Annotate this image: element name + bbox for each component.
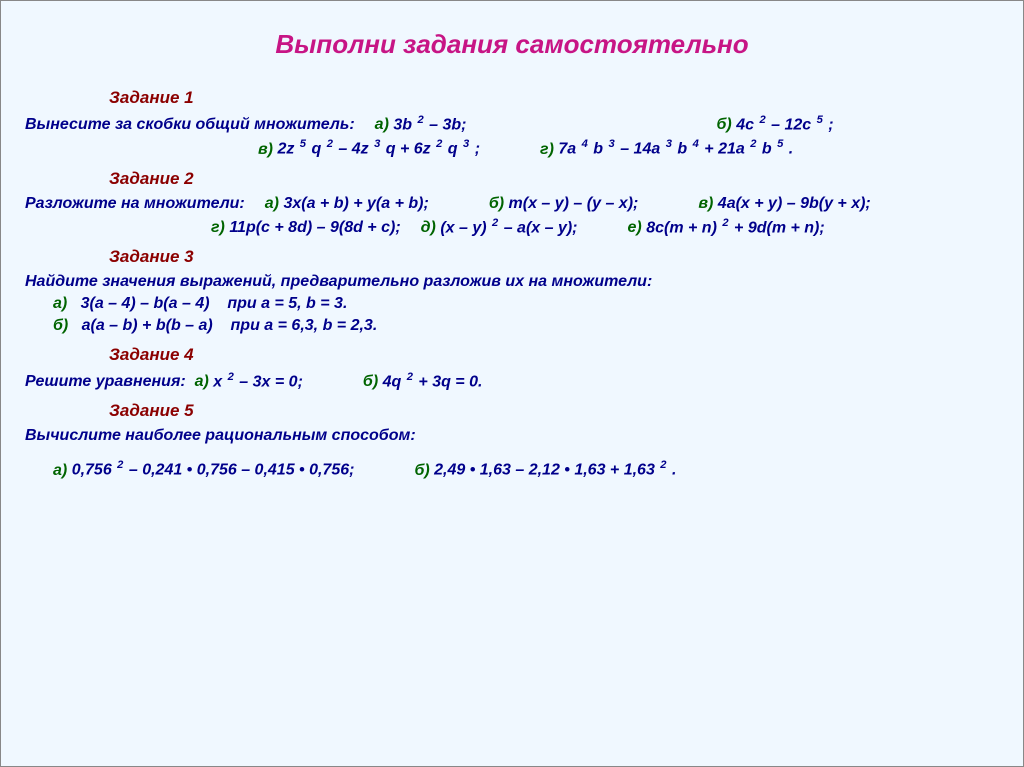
task-4-head: Задание 4 (109, 345, 1011, 365)
task-5-a-expr: 0,756 2 – 0,241 • 0,756 – 0,415 • 0,756; (72, 459, 355, 479)
task-3-b-expr: a(a – b) + b(b – a) (82, 317, 213, 334)
task-5-b-label: б) (414, 462, 429, 480)
task-2-b-label: б) (489, 195, 504, 213)
task-2-d-expr: (x – y) 2 – a(x – y); (440, 217, 577, 237)
task-4-row: Решите уравнения: а) x 2 – 3x = 0; б) 4q… (19, 371, 1011, 391)
task-1-g-label: г) (540, 141, 554, 159)
task-2-prompt: Разложите на множители: (25, 195, 245, 213)
task-3-b-label: б) (53, 317, 68, 334)
task-2-g-label: г) (211, 219, 225, 237)
task-2-e-expr: 8c(m + n) 2 + 9d(m + n); (646, 217, 825, 237)
task-1-head: Задание 1 (109, 88, 1011, 108)
task-3-a-line: а) 3(a – 4) – b(a – 4) при a = 5, b = 3. (53, 295, 1011, 313)
task-1-g-expr: 7a 4 b 3 – 14a 3 b 4 + 21a 2 b 5 . (558, 138, 793, 158)
task-2-e-label: е) (628, 219, 642, 237)
task-3-b-cond: при a = 6,3, b = 2,3. (231, 317, 378, 334)
task-5-row: а) 0,756 2 – 0,241 • 0,756 – 0,415 • 0,7… (53, 459, 1011, 479)
task-1-a-expr: 3b 2 – 3b; (393, 114, 466, 134)
task-1-v-expr: 2z 5 q 2 – 4z 3 q + 6z 2 q 3 ; (277, 138, 480, 158)
task-5-a-label: а) (53, 462, 67, 480)
task-2-a-expr: 3x(a + b) + y(a + b); (283, 195, 428, 213)
task-4-a-label: а) (195, 373, 209, 391)
task-3-prompt: Найдите значения выражений, предваритель… (25, 273, 652, 291)
task-2-head: Задание 2 (109, 169, 1011, 189)
task-5-prompt: Вычислите наиболее рациональным способом… (25, 427, 416, 445)
task-1-a-label: а) (375, 116, 389, 134)
task-3-a-label: а) (53, 295, 67, 312)
task-3-a-expr: 3(a – 4) – b(a – 4) (81, 295, 210, 312)
task-5-head: Задание 5 (109, 401, 1011, 421)
task-2-v-expr: 4a(x + y) – 9b(y + x); (718, 195, 871, 213)
task-4-b-expr: 4q 2 + 3q = 0. (383, 371, 483, 391)
task-1-v-label: в) (258, 141, 273, 159)
task-3-a-cond: при a = 5, b = 3. (227, 295, 347, 312)
task-2-a-label: а) (265, 195, 279, 213)
task-2-row-1: Разложите на множители: а) 3x(a + b) + y… (19, 195, 1011, 213)
task-2-v-label: в) (698, 195, 713, 213)
task-1-b-expr: 4c 2 – 12c 5 ; (736, 114, 833, 134)
page-title: Выполни задания самостоятельно (13, 29, 1011, 60)
task-2-d-label: д) (421, 219, 436, 237)
task-2-b-expr: m(x – y) – (y – x); (509, 195, 639, 213)
task-1-prompt: Вынесите за скобки общий множитель: (25, 116, 355, 134)
task-1-row-1: Вынесите за скобки общий множитель: а) 3… (19, 114, 1011, 134)
task-1-row-2: в) 2z 5 q 2 – 4z 3 q + 6z 2 q 3 ; г) 7a … (258, 138, 1011, 158)
task-3-prompt-line: Найдите значения выражений, предваритель… (19, 273, 1011, 291)
task-1-b-label: б) (717, 116, 732, 134)
task-5-prompt-line: Вычислите наиболее рациональным способом… (19, 427, 1011, 445)
task-4-prompt: Решите уравнения: (25, 373, 186, 391)
task-3-b-line: б) a(a – b) + b(b – a) при a = 6,3, b = … (53, 317, 1011, 335)
task-2-g-expr: 11p(c + 8d) – 9(8d + c); (229, 219, 400, 237)
task-3-head: Задание 3 (109, 247, 1011, 267)
task-5-b-expr: 2,49 • 1,63 – 2,12 • 1,63 + 1,63 2 . (434, 459, 676, 479)
task-4-a-expr: x 2 – 3x = 0; (213, 371, 303, 391)
task-2-row-2: г) 11p(c + 8d) – 9(8d + c); д) (x – y) 2… (211, 217, 1011, 237)
worksheet-page: Выполни задания самостоятельно Задание 1… (0, 0, 1024, 767)
task-4-b-label: б) (363, 373, 378, 391)
